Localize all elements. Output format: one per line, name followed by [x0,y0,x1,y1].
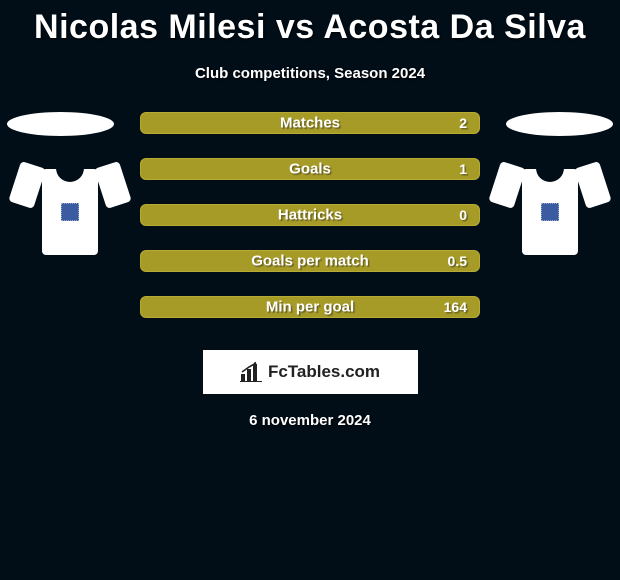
jersey-right [500,169,600,257]
stat-value: 2 [459,115,467,131]
date-text: 6 november 2024 [0,412,620,429]
jersey-number-placeholder [61,203,79,221]
jersey-left [20,169,120,257]
jersey-sleeve-left [8,161,46,209]
stat-bar: Hattricks 0 [140,204,480,226]
stats-bars: Matches 2 Goals 1 Hattricks 0 Goals per … [140,112,480,342]
logo-text: FcTables.com [268,362,380,382]
subtitle: Club competitions, Season 2024 [0,65,620,82]
comparison-stage: Matches 2 Goals 1 Hattricks 0 Goals per … [0,112,620,342]
fctables-logo[interactable]: FcTables.com [203,350,418,394]
jersey-number-placeholder [541,203,559,221]
page-title: Nicolas Milesi vs Acosta Da Silva [0,0,620,47]
bar-chart-icon [240,362,262,382]
stat-value: 164 [444,299,467,315]
stat-bar: Goals per match 0.5 [140,250,480,272]
jersey-sleeve-right [574,161,612,209]
jersey-sleeve-right [94,161,132,209]
jersey-sleeve-left [488,161,526,209]
shadow-oval-right [506,112,613,136]
stat-bar: Goals 1 [140,158,480,180]
stat-value: 1 [459,161,467,177]
stat-label: Hattricks [278,207,342,224]
stat-label: Goals per match [251,253,369,270]
shadow-oval-left [7,112,114,136]
stat-value: 0 [459,207,467,223]
stat-label: Min per goal [266,299,354,316]
stat-value: 0.5 [448,253,467,269]
stat-bar: Min per goal 164 [140,296,480,318]
stat-bar: Matches 2 [140,112,480,134]
stat-label: Goals [289,161,331,178]
stat-label: Matches [280,115,340,132]
